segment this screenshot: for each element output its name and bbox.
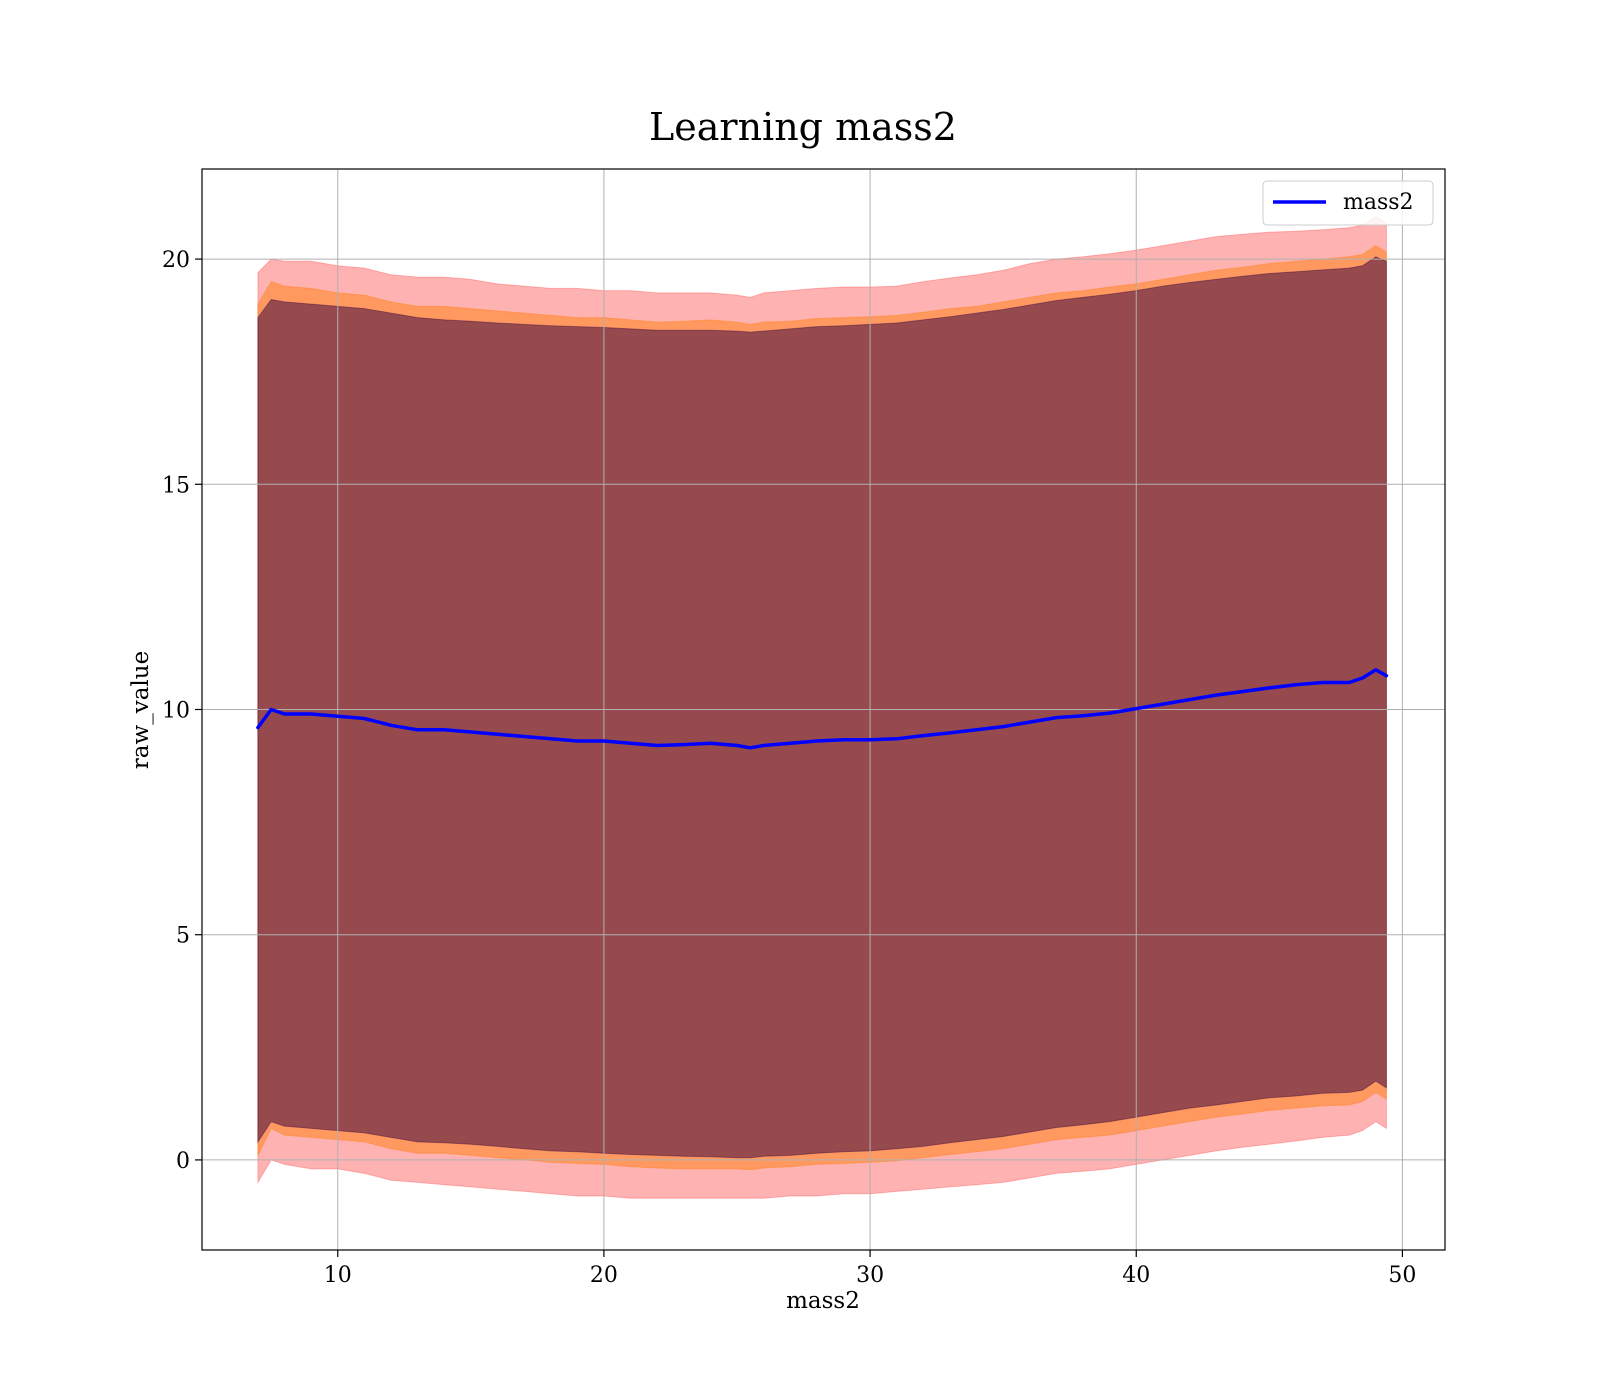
y-axis-ticks: 0 5 10 15 20 [162,248,202,1174]
y-tick-label: 0 [176,1149,190,1174]
confidence-bands [257,215,1387,1199]
y-tick-label: 10 [162,699,190,724]
grid-lines [202,169,1445,1250]
legend-label-mass2: mass2 [1343,190,1414,215]
x-axis-ticks: 10 20 30 40 50 [324,1250,1416,1288]
plot-area [201,168,1446,1251]
x-tick-label: 30 [856,1263,884,1288]
chart-title: Learning mass2 [649,105,957,149]
x-axis-label: mass2 [786,1288,860,1314]
band-inner [257,256,1387,1159]
y-tick-label: 5 [176,924,190,949]
y-tick-label: 15 [162,473,190,498]
series-line-mass2 [256,668,1389,750]
series-lines [256,668,1389,750]
legend: mass2 [1262,180,1434,226]
x-tick-label: 20 [590,1263,618,1288]
x-tick-label: 10 [324,1263,352,1288]
legend-box [1262,180,1434,226]
y-axis-label: raw_value [128,651,154,769]
x-tick-label: 50 [1388,1263,1416,1288]
x-tick-label: 40 [1122,1263,1150,1288]
y-tick-label: 20 [162,248,190,273]
